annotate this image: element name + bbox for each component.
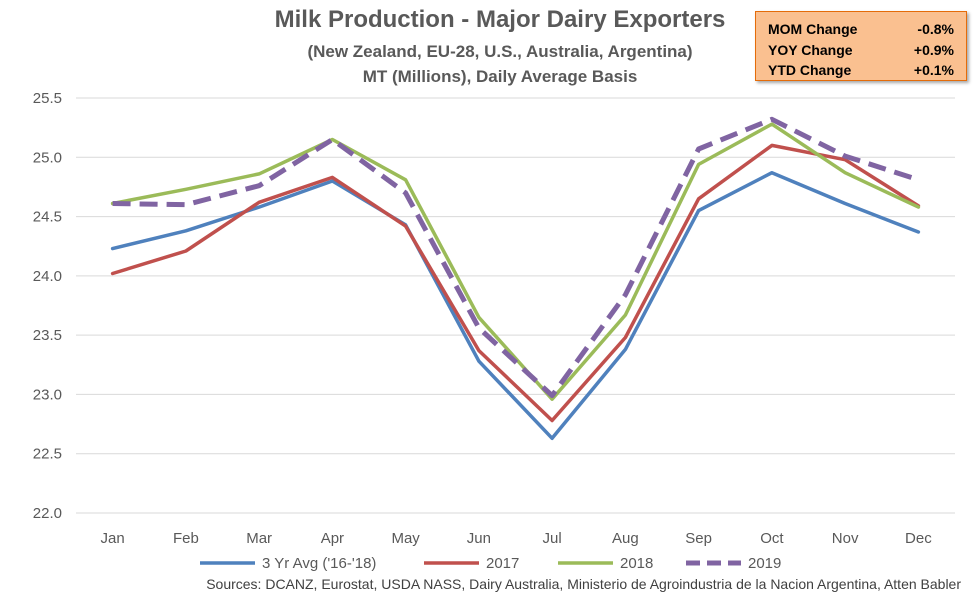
x-tick-label: Jul — [543, 530, 562, 547]
x-tick-label: May — [391, 530, 420, 547]
x-tick-label: Sep — [685, 530, 712, 547]
y-tick-label: 24.5 — [33, 209, 62, 226]
y-tick-label: 22.5 — [33, 446, 62, 463]
y-tick-label: 24.0 — [33, 268, 62, 285]
stat-value: +0.1% — [913, 62, 954, 78]
y-tick-label: 22.0 — [33, 505, 62, 522]
x-tick-label: Jan — [101, 530, 125, 547]
legend-label: 3 Yr Avg ('16-'18) — [262, 555, 376, 572]
stat-row-yoy: YOY Change +0.9% — [768, 40, 954, 61]
stat-row-ytd: YTD Change +0.1% — [768, 60, 954, 81]
y-tick-label: 23.0 — [33, 386, 62, 403]
series-line-1 — [110, 170, 921, 441]
legend-label: 2017 — [486, 555, 519, 572]
y-tick-label: 23.5 — [33, 327, 62, 344]
x-tick-label: Mar — [246, 530, 272, 547]
chart-subtitle-regions: (New Zealand, EU-28, U.S., Australia, Ar… — [307, 42, 693, 61]
stat-label: YOY Change — [768, 41, 853, 58]
x-tick-label: Apr — [321, 530, 344, 547]
y-axis: 22.0 22.5 23.0 23.5 24.0 24.5 25.0 25.5 — [33, 90, 62, 522]
gridlines — [76, 97, 955, 514]
chart-subtitle-units: MT (Millions), Daily Average Basis — [362, 67, 638, 86]
change-summary-box: MOM Change -0.8% YOY Change +0.9% YTD Ch… — [755, 11, 967, 81]
y-tick-label: 25.0 — [33, 149, 62, 166]
x-tick-label: Oct — [760, 530, 784, 547]
legend-label: 2019 — [748, 555, 781, 572]
stat-label: MOM Change — [768, 21, 858, 37]
source-note: Sources: DCANZ, Eurostat, USDA NASS, Dai… — [206, 576, 961, 592]
x-axis: Jan Feb Mar Apr May Jun Jul Aug Sep Oct Nov Dec — [101, 530, 933, 547]
x-tick-label: Aug — [612, 530, 639, 547]
x-tick-label: Dec — [905, 530, 932, 547]
y-tick-label: 25.5 — [33, 90, 62, 107]
legend-label: 2018 — [620, 555, 653, 572]
x-tick-label: Jun — [467, 530, 491, 547]
legend: 3 Yr Avg ('16-'18) 2017 2018 2019 — [200, 555, 781, 572]
series-line-4 — [112, 116, 920, 399]
series-line-3 — [110, 122, 921, 401]
stat-value: -0.8% — [917, 21, 954, 37]
x-tick-label: Nov — [832, 530, 859, 547]
stat-row-mom: MOM Change -0.8% — [768, 19, 954, 40]
series-line-2 — [110, 143, 921, 423]
series-lines — [110, 116, 921, 441]
chart-title: Milk Production - Major Dairy Exporters — [274, 6, 726, 33]
stat-label: YTD Change — [768, 62, 852, 78]
x-tick-label: Feb — [173, 530, 199, 547]
stat-value: +0.9% — [913, 41, 954, 58]
